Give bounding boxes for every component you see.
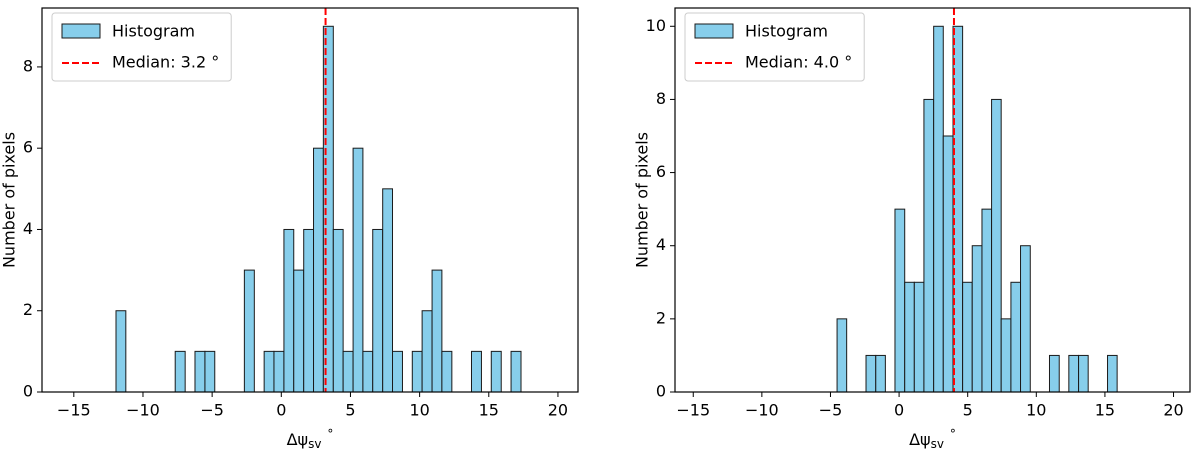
y-tick-label: 6 bbox=[23, 138, 33, 157]
bar bbox=[372, 228, 384, 393]
y-axis-label: Number of pixels bbox=[0, 132, 19, 268]
bar bbox=[441, 350, 453, 393]
legend-label: Median: 3.2 ° bbox=[112, 53, 219, 72]
y-tick-label: 6 bbox=[656, 162, 666, 181]
x-tick-label: 0 bbox=[894, 401, 904, 420]
bar bbox=[913, 281, 925, 393]
bar bbox=[1078, 354, 1089, 393]
x-tick-label: 20 bbox=[548, 401, 568, 420]
x-tick-label: 15 bbox=[479, 401, 499, 420]
bar bbox=[342, 350, 354, 393]
x-label-sub: sv bbox=[308, 437, 321, 451]
x-label-main: Δψ bbox=[287, 430, 309, 449]
y-tick-label: 4 bbox=[656, 235, 666, 254]
bar bbox=[1107, 354, 1118, 393]
axes-frame bbox=[674, 7, 1191, 393]
bar bbox=[293, 269, 305, 393]
x-tick-label: −15 bbox=[57, 401, 91, 420]
bar bbox=[382, 188, 394, 393]
bar bbox=[411, 350, 423, 393]
x-label-suffix: ° bbox=[950, 427, 956, 441]
bar bbox=[490, 350, 502, 393]
y-tick-label: 8 bbox=[656, 89, 666, 108]
y-tick-label: 8 bbox=[23, 56, 33, 75]
bar bbox=[904, 281, 915, 393]
y-tick-label: 10 bbox=[646, 16, 666, 35]
y-tick-label: 2 bbox=[23, 300, 33, 319]
x-tick-label: 5 bbox=[963, 401, 973, 420]
x-tick-label: −15 bbox=[676, 401, 710, 420]
bar bbox=[962, 281, 973, 393]
y-tick-label: 0 bbox=[23, 382, 33, 401]
axes: −15 −10 −5 0 5 10 15 20 0 2 4 6 8 Δψsv ° Number of pixe… bbox=[0, 7, 579, 451]
bar bbox=[332, 228, 344, 393]
bar bbox=[283, 228, 295, 393]
x-axis-label: Δψsv ° bbox=[287, 427, 334, 451]
bar bbox=[174, 350, 186, 393]
x-tick-label: −10 bbox=[126, 401, 160, 420]
y-tick-label: 2 bbox=[656, 308, 666, 327]
bar bbox=[263, 350, 275, 393]
bar bbox=[115, 310, 127, 393]
bar bbox=[923, 98, 935, 393]
legend-label: Median: 4.0 ° bbox=[745, 53, 852, 72]
bar bbox=[273, 350, 285, 393]
bar bbox=[836, 318, 848, 393]
legend-swatch bbox=[694, 23, 734, 39]
bar bbox=[352, 147, 364, 393]
bar bbox=[470, 350, 482, 393]
bar bbox=[421, 310, 433, 393]
bar bbox=[303, 228, 315, 393]
bar bbox=[392, 350, 403, 393]
bar bbox=[431, 269, 443, 393]
axes-frame bbox=[41, 7, 579, 393]
bar bbox=[1010, 281, 1022, 393]
x-label-sub: sv bbox=[931, 437, 944, 451]
legend-label: Histogram bbox=[112, 22, 195, 41]
bar bbox=[865, 354, 877, 393]
bar bbox=[1048, 354, 1060, 393]
x-tick-label: −10 bbox=[745, 401, 779, 420]
x-tick-label: 5 bbox=[345, 401, 355, 420]
bar bbox=[971, 245, 983, 393]
bar bbox=[1020, 245, 1031, 393]
bar bbox=[204, 350, 216, 393]
bar bbox=[981, 208, 993, 393]
axes: −15 −10 −5 0 5 10 15 20 0 2 4 6 8 10 Δψsv ° Number of pi… bbox=[633, 7, 1191, 451]
y-axis-label: Number of pixels bbox=[633, 132, 652, 268]
legend: Histogram Median: 4.0 ° bbox=[684, 12, 865, 82]
x-label-main: Δψ bbox=[909, 430, 931, 449]
y-tick-label: 4 bbox=[23, 219, 33, 238]
bar bbox=[510, 350, 522, 393]
bar bbox=[362, 350, 374, 393]
bar bbox=[313, 147, 324, 393]
x-tick-label: 10 bbox=[1026, 401, 1046, 420]
bar bbox=[1068, 354, 1080, 393]
y-tick-label: 0 bbox=[656, 382, 666, 401]
bar bbox=[933, 25, 944, 393]
bar bbox=[942, 135, 954, 393]
x-tick-label: −5 bbox=[200, 401, 224, 420]
x-tick-label: 0 bbox=[276, 401, 286, 420]
legend: Histogram Median: 3.2 ° bbox=[51, 12, 232, 82]
x-tick-label: 20 bbox=[1163, 401, 1183, 420]
bar bbox=[875, 354, 886, 393]
x-tick-label: −5 bbox=[819, 401, 843, 420]
bar bbox=[243, 269, 255, 393]
legend-label: Histogram bbox=[745, 22, 828, 41]
legend-swatch bbox=[61, 23, 101, 39]
bar bbox=[1000, 318, 1012, 393]
bar bbox=[991, 98, 1002, 393]
bar bbox=[194, 350, 206, 393]
x-axis-label: Δψsv ° bbox=[909, 427, 956, 451]
x-tick-label: 10 bbox=[409, 401, 429, 420]
bar bbox=[894, 208, 906, 393]
x-label-suffix: ° bbox=[327, 427, 333, 441]
x-tick-label: 15 bbox=[1095, 401, 1115, 420]
